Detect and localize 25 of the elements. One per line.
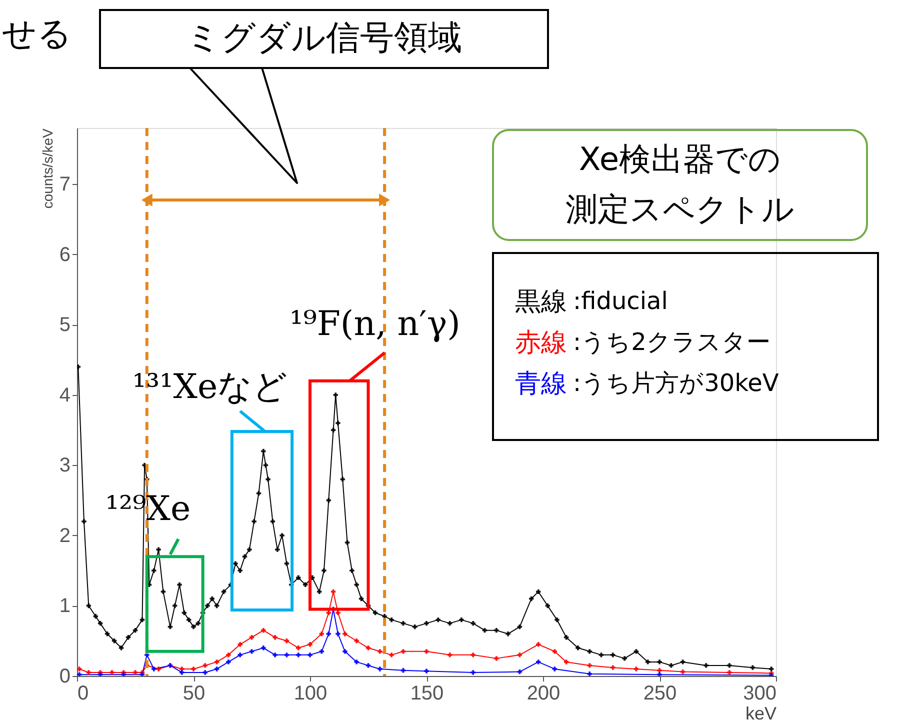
x-tick-label: 100 [294, 682, 328, 704]
y-tick-label: 6 [59, 244, 70, 266]
text: せる [2, 14, 72, 54]
x-tick-label: 200 [526, 682, 560, 704]
text: 黒線:fiducial [515, 287, 668, 317]
x-tick-label: 300 [743, 682, 776, 704]
y-tick-label: 1 [59, 595, 70, 618]
y-tick-label: 2 [59, 524, 70, 547]
y-tick-label: 4 [59, 384, 70, 406]
text: 青線:うち片方が30keV [515, 369, 780, 399]
y-tick-label: 0 [59, 666, 70, 688]
y-tick-label: 5 [59, 314, 70, 336]
y-axis-title: counts/s/keV [39, 128, 56, 209]
text: Xe検出器での測定スペクトル [566, 140, 794, 228]
text: 赤線:うち2クラスター [515, 328, 770, 358]
x-tick-label: 50 [182, 682, 206, 704]
x-axis-title: keV [745, 704, 776, 723]
y-tick-label: 7 [59, 174, 70, 196]
annotation: ¹⁹F(n, n′γ) [290, 304, 460, 344]
annotation: ¹³¹Xeなど [132, 367, 288, 407]
x-tick-label: 0 [78, 682, 89, 704]
text: ミグダル信号領域 [186, 18, 462, 58]
x-tick-label: 250 [643, 682, 677, 704]
y-tick-label: 3 [59, 454, 70, 477]
x-tick-label: 150 [410, 682, 444, 704]
